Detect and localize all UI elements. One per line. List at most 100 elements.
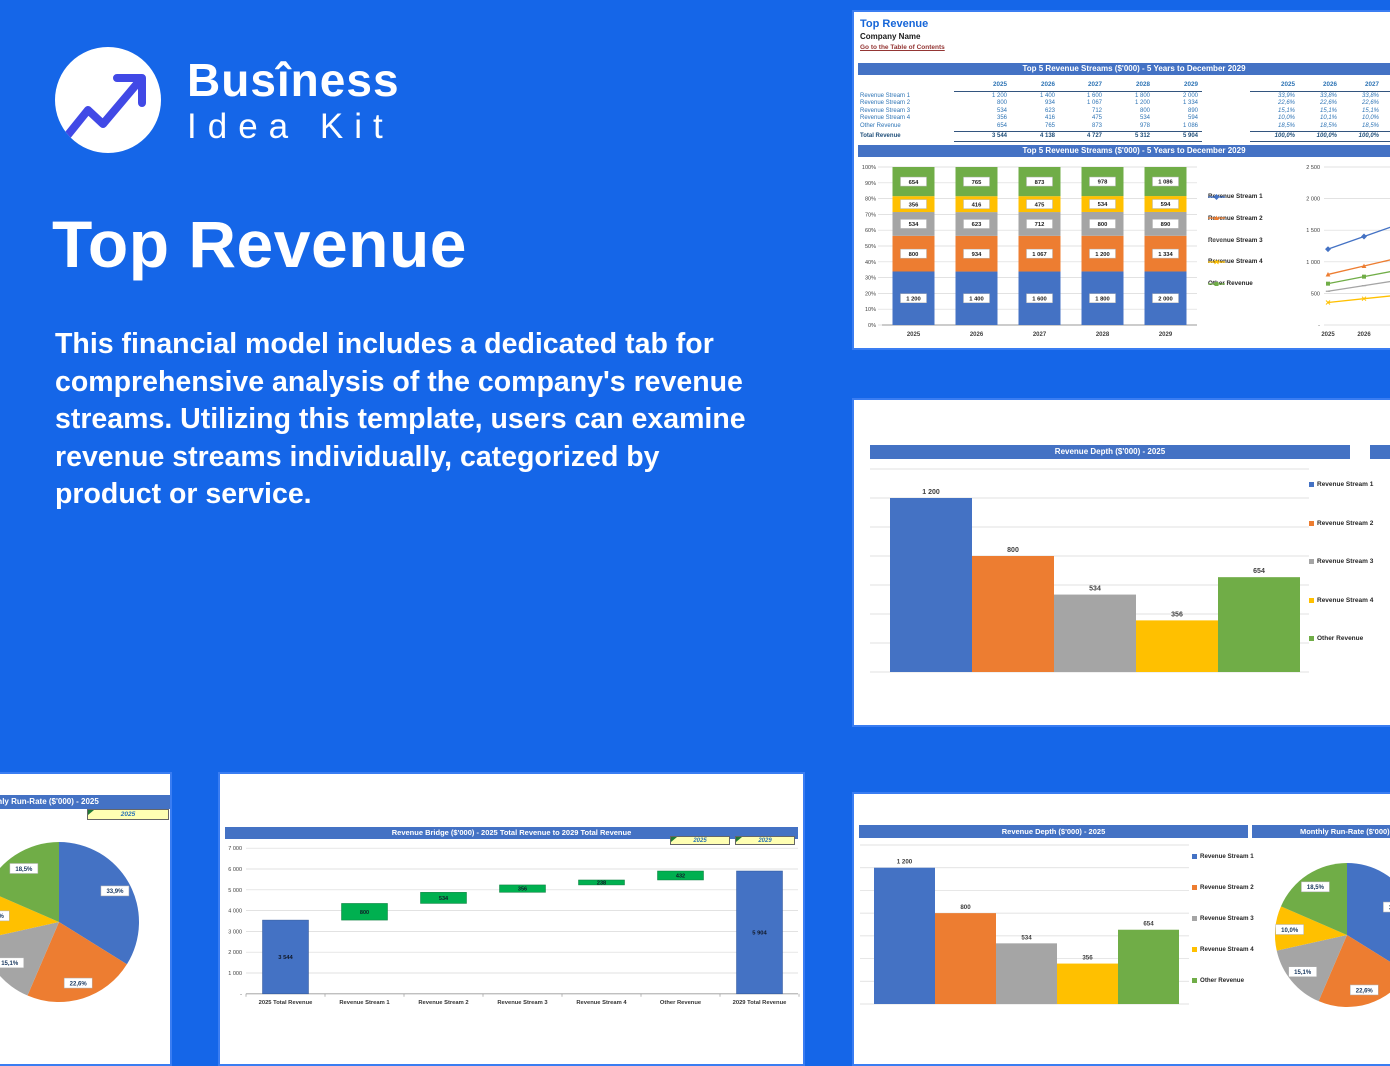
bridge-end-year-dropdown[interactable]: 2029 [735,836,795,845]
y-axis-label: 90% [865,181,876,187]
table-cell: 33,8% [1319,93,1337,99]
data-label-box [1089,219,1116,229]
data-label: 432 [676,873,685,879]
bridge-end-year-value: 2029 [758,837,772,844]
bar [1054,594,1136,672]
data-label: 15,1% [1,961,19,967]
table-cell: 1 400 [1039,93,1055,99]
run-rate-pie-chart: 33,9% 22,6% 15,1% 10,0% 18,5% [0,842,139,1002]
table-cell: 33,9% [1369,93,1390,99]
table-cell: 5 904 [1182,132,1198,139]
legend-label: Revenue Stream 2 [1200,884,1254,891]
depth-bar-chart: 1 200 800 534 356 654 [870,468,1309,673]
depth-chart-title-bar: Revenue Depth ($'000) - 2025 [859,825,1248,838]
data-label: 765 [972,180,982,186]
revenue-table: 202520262027202820292025202620272028Reve… [854,12,1390,144]
data-label-box [1089,293,1116,303]
legend-item: Revenue Stream 3 [1192,915,1254,922]
year-selector-value: 2025 [120,811,136,818]
year-selector-dropdown[interactable]: 2025 [87,809,169,820]
legend-marker-icon [1208,259,1225,265]
table-cell: 4 727 [1086,132,1102,139]
bridge-start-year-dropdown[interactable]: 2025 [670,836,730,845]
data-label: 356 [518,887,527,893]
data-label: 15,1% [1294,970,1312,976]
data-label: 22,6% [70,981,88,987]
stacked-and-line-charts: 0% 10% 20% 30% 40% 50% 60% 70% 80% 90% 100% 1 200 80… [862,165,1390,338]
x-axis-label: 2025 [907,332,921,338]
x-axis-label: Revenue Stream 1 [339,1000,390,1006]
pie-chart: 33,9% 22,6% 15,1% 10,0% 18,5% [1275,863,1390,1007]
legend-item: Revenue Stream 1 [1309,481,1373,488]
table-cell: 15,1% [1361,107,1379,114]
pie-slice [27,922,127,1002]
table-cell: 100,0% [1274,132,1295,139]
legend-label: Revenue Stream 4 [1200,946,1254,953]
legend-swatch-icon [1192,916,1197,921]
y-axis-label: 70% [865,212,876,218]
data-label: 534 [1098,202,1108,208]
marker [1214,281,1219,286]
table-cell: 22,6% [1277,100,1295,107]
y-axis-label: 6 000 [228,867,242,873]
waterfall-delta-bar [657,870,704,881]
data-label: 10,0% [1281,928,1299,934]
legend-swatch-icon [1309,520,1314,526]
bar [1057,963,1118,1004]
y-axis-label: 7 000 [228,846,242,852]
waterfall-delta-bar [499,884,546,893]
table-cell: 22,6% [1361,100,1379,107]
table-cell: 33,9% [1277,93,1295,99]
table-cell: 33,8% [1361,93,1379,99]
bar [996,943,1057,1004]
pie-slice [1280,863,1347,935]
y-axis-label: - [240,992,242,998]
legend-item: Revenue Stream 1 [1208,193,1263,200]
table-cell: 712 [1091,107,1102,114]
selector-flag-icon [88,810,94,815]
waterfall-delta-bar [578,879,625,886]
table-cell: 1 200 [991,93,1007,99]
y-axis-label: 3 000 [228,929,242,935]
table-cell: 18,4% [1369,123,1390,129]
table-row-label: Other Revenue [860,122,901,129]
line-series [1327,295,1390,304]
page-title: Top Revenue [52,207,468,281]
table-cell: 765 [1044,122,1055,129]
sheet-panel-revenue-depth: Revenue Depth ($'000) - 2025 1 200 800 534… [852,398,1390,727]
data-label-box [900,176,927,187]
data-label-box [900,248,927,259]
data-label: 475 [1035,202,1045,208]
legend-marker-icon [1208,215,1225,221]
bar [1218,577,1300,672]
legend-marker-icon [1208,239,1225,241]
brand-logo-block: Busîness Idea Kit [55,47,400,153]
data-label: 1 600 [1032,296,1047,302]
y-axis-label: 0% [868,323,876,329]
data-label: 534 [439,896,449,902]
table-cell: 873 [1091,122,1102,129]
x-axis-label: 2025 [1321,332,1335,338]
pie-chart: 33,9% 22,6% 15,1% 10,0% 18,5% [0,842,139,1002]
y-axis-label: 4 000 [228,909,242,915]
company-name: Company Name [860,32,921,41]
data-label-box [1089,199,1116,209]
table-cell: 15,1% [1369,108,1390,114]
table-cell: 2029 [1183,81,1198,88]
table-cell: 2028 [1135,81,1150,88]
x-axis-label: 2029 Total Revenue [733,1000,787,1006]
data-label: 1 200 [897,859,913,866]
table-cell: 534 [1139,115,1150,122]
table-cell: 100,0% [1358,132,1379,139]
data-label-box [1026,293,1053,304]
data-label-box [1026,219,1053,229]
toc-link[interactable]: Go to the Table of Contents [860,44,945,51]
data-label: 33,9% [106,889,124,895]
table-row-label: Revenue Stream 1 [860,93,911,99]
y-axis-label: 2 500 [1306,165,1320,171]
next-chart-title-bar-cut [1370,445,1390,459]
marker [1326,281,1330,286]
table-row-label: Total Revenue [860,132,901,139]
table-row-label: Revenue Stream 3 [860,107,911,114]
y-axis-label: 500 [1311,291,1320,297]
